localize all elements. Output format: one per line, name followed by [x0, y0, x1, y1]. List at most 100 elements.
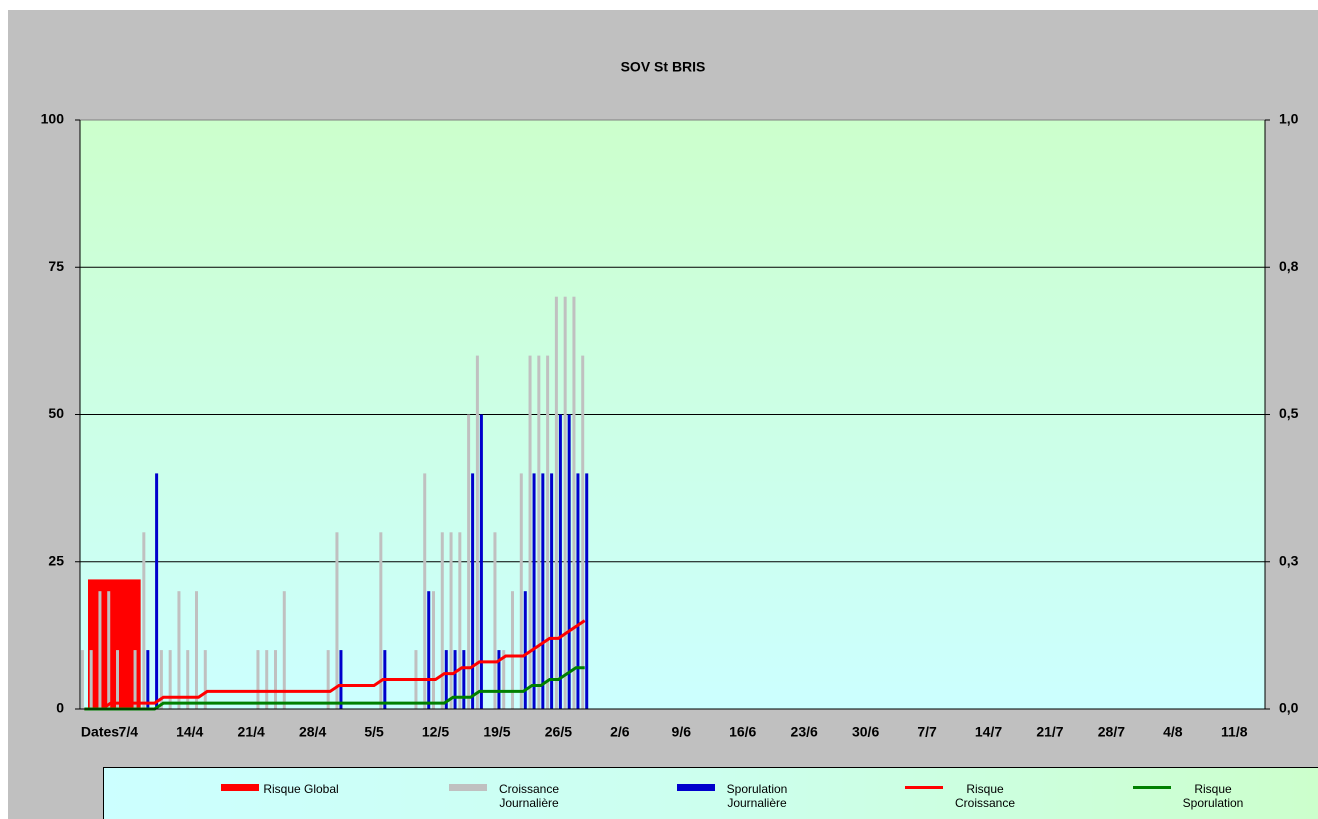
x-tick-label: 23/6: [791, 724, 818, 740]
y-tick-label: 0: [56, 700, 64, 716]
bar: [511, 591, 514, 709]
legend-label: Sporulation Journalière: [726, 782, 788, 810]
x-tick-label: 7/4: [119, 724, 139, 740]
x-tick-label: 28/7: [1098, 724, 1125, 740]
grid: [80, 266, 1265, 563]
bar: [98, 591, 102, 709]
x-tick-label: 9/6: [672, 724, 692, 740]
bar: [572, 296, 576, 709]
bar: [471, 473, 475, 709]
y-tick-label: 75: [48, 258, 64, 274]
bar: [576, 473, 580, 709]
bar: [142, 532, 146, 709]
legend-item: Croissance Journalière: [449, 782, 609, 812]
bar: [537, 355, 541, 709]
x-tick-label: 12/5: [422, 724, 449, 740]
x-tick-label: 11/8: [1221, 724, 1248, 740]
x-tick-label: 30/6: [852, 724, 879, 740]
x-tick-label: 2/6: [610, 724, 630, 740]
y-tick-label: 50: [48, 405, 64, 421]
x-tick-label: 14/4: [176, 724, 203, 740]
legend-label: Risque Global: [263, 782, 339, 796]
bar: [462, 650, 466, 709]
bar: [335, 532, 339, 709]
axes: 0 25 50 75 100 0,0 0,3 0,5 0,8 1,0 7/4 14/4 21/4 28/4…: [41, 111, 1299, 740]
bar: [203, 650, 207, 709]
x-axis-label: Dates: [81, 724, 119, 740]
x-tick-label: 26/5: [545, 724, 572, 740]
bar: [80, 650, 84, 709]
bar: [274, 650, 277, 709]
bar: [159, 650, 163, 709]
y2-tick-label: 0,3: [1279, 552, 1299, 568]
legend-label: Risque Sporulation: [1182, 782, 1244, 810]
x-tick-label: 7/7: [917, 724, 937, 740]
bar: [453, 650, 457, 709]
legend-item: Sporulation Journalière: [677, 782, 837, 812]
y2-tick-label: 0,0: [1279, 700, 1299, 716]
x-tick-label: 21/7: [1036, 724, 1063, 740]
legend-item: Risque Croissance: [905, 782, 1065, 812]
x-tick-label: 5/5: [364, 724, 384, 740]
bar: [563, 296, 567, 709]
bar: [502, 650, 506, 709]
bar: [558, 414, 562, 709]
bar: [186, 650, 190, 709]
bar: [89, 650, 93, 709]
bar: [523, 591, 527, 709]
bar: [444, 650, 448, 709]
legend-item: Risque Sporulation: [1133, 782, 1293, 812]
bar: [168, 650, 172, 709]
marks: [80, 296, 589, 711]
bar: [256, 650, 260, 709]
bar: [116, 650, 119, 709]
bar: [282, 591, 286, 709]
bar: [177, 591, 181, 709]
bar: [493, 532, 497, 709]
chart-title: SOV St BRIS: [621, 59, 706, 75]
bar: [541, 473, 545, 709]
bar: [528, 355, 532, 709]
x-tick-label: 28/4: [299, 724, 326, 740]
y2-tick-label: 1,0: [1279, 111, 1299, 127]
bar: [379, 532, 383, 709]
bar: [467, 414, 471, 709]
x-tick-label: 14/7: [975, 724, 1002, 740]
y2-tick-label: 0,8: [1279, 258, 1299, 274]
line: [84, 619, 586, 711]
global-risk-bar: [88, 579, 141, 709]
legend-swatch: [1133, 786, 1171, 789]
bar: [432, 591, 435, 709]
bar: [339, 650, 343, 709]
legend-label: Risque Croissance: [954, 782, 1016, 810]
y-tick-label: 25: [48, 552, 64, 568]
bar: [585, 473, 589, 709]
bar: [133, 650, 137, 709]
bar: [146, 650, 150, 709]
bar: [423, 473, 427, 709]
bar: [107, 591, 111, 709]
bar: [475, 355, 479, 709]
legend-swatch: [905, 786, 943, 789]
bar: [554, 296, 558, 709]
x-tick-label: 21/4: [238, 724, 265, 740]
legend-swatch: [449, 784, 487, 791]
bar: [532, 473, 536, 709]
bar: [155, 473, 159, 709]
line: [84, 666, 585, 711]
legend: Risque Global Croissance Journalière Sporu…: [103, 767, 1318, 819]
bar: [195, 591, 198, 709]
legend-item: Risque Global: [221, 782, 381, 812]
bar: [581, 355, 585, 709]
legend-swatch: [221, 784, 259, 791]
x-tick-label: 16/6: [729, 724, 756, 740]
bar: [427, 591, 431, 709]
x-tick-label: 19/5: [483, 724, 510, 740]
bar: [550, 473, 554, 709]
bar: [440, 532, 444, 709]
bar: [458, 532, 462, 709]
bar: [449, 532, 453, 709]
bar: [567, 414, 571, 709]
legend-label: Croissance Journalière: [498, 782, 560, 810]
